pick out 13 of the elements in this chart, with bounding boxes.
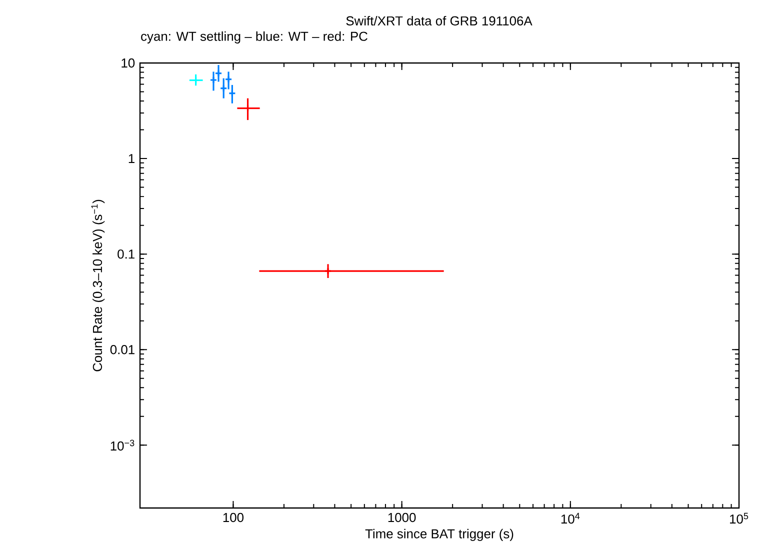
y-axis-title: Count Rate (0.3–10 keV) (s$^{−1}$) [91, 200, 105, 372]
chart-title: Swift/XRT data of GRB 191106A [346, 16, 532, 26]
x-axis-title: Time since BAT trigger (s) [365, 528, 514, 541]
y-tick-label: 0.01 [110, 345, 134, 354]
y-tick-label: 10$^{−3}$ [110, 440, 134, 451]
x-tick-label: 100 [223, 512, 244, 522]
x-tick-label: 10$^{5}$ [730, 512, 748, 524]
y-tick-label: 10 [122, 58, 135, 68]
x-tick-label: 10$^{4}$ [561, 512, 580, 524]
y-tick-label: 0.1 [118, 250, 134, 259]
y-tick-label: 1 [128, 154, 134, 163]
x-tick-label: 1000 [388, 512, 416, 522]
chart-subtitle: cyan: WT settling – blue: WT – red: PC [141, 31, 368, 44]
